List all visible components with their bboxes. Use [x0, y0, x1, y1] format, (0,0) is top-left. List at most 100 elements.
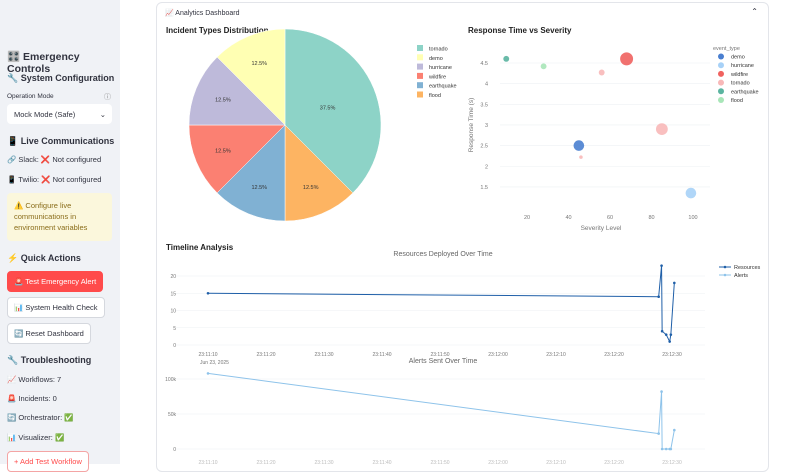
legend-title: event_type [713, 46, 740, 52]
legend-label-tornado: tornado [731, 81, 750, 87]
x-tick-label: 80 [648, 215, 654, 221]
expander-title[interactable]: 📈 Analytics Dashboard [165, 10, 240, 17]
legend-marker-wildfire [718, 70, 724, 77]
x-tick-label: 100 [688, 215, 697, 221]
legend-label-hurricane: hurricane [429, 65, 452, 71]
pie-slice-earthquake [216, 124, 286, 222]
x-tick-label: 23:11:20 [256, 352, 275, 358]
y-tick-label: 3.5 [480, 102, 488, 108]
y-tick-label: 1.5 [480, 185, 488, 191]
live-header: 📱 Live Communications [7, 136, 115, 146]
x-tick-label: 23:11:50 [430, 352, 449, 358]
x-tick-label: 23:12:20 [604, 460, 624, 464]
legend-swatch-earthquake [417, 82, 423, 89]
pie-slice-tornado [284, 28, 382, 194]
legend-marker-hurricane [718, 62, 724, 69]
line-title: Alerts Sent Over Time [409, 358, 478, 365]
troubleshooting-header: 🔧 Troubleshooting [7, 355, 92, 365]
sidebar-title: 🎛️ Emergency Controls [7, 51, 80, 75]
x-tick-label: 23:11:30 [314, 460, 333, 464]
x-tick-label: 60 [607, 215, 613, 221]
alerts-point [669, 447, 673, 451]
help-icon[interactable]: ⓘ [104, 94, 111, 101]
x-tick-label: 23:12:30 [662, 352, 682, 358]
legend-label-earthquake: earthquake [429, 84, 457, 90]
scatter-title: Response Time vs Severity [468, 26, 572, 35]
pie-slice-demo [216, 28, 286, 126]
pie-slice-flood [284, 124, 354, 222]
alerts-point [660, 447, 664, 451]
twilio-status: 📱 Twilio: ❌ Not configured [7, 175, 102, 184]
x-tick-label: 23:12:20 [604, 352, 624, 358]
y-tick-label: 100k [165, 377, 176, 383]
alerts-point [206, 372, 210, 375]
scatter-point-tornado [579, 155, 583, 159]
resources-point [668, 340, 671, 343]
legend-label-demo: demo [731, 55, 745, 61]
alerts-line [207, 372, 675, 450]
test-alert-button[interactable]: 🚨 Test Emergency Alert [7, 271, 104, 292]
pie-title: Incident Types Distribution [166, 26, 269, 35]
y-tick-label: 2 [485, 164, 488, 170]
x-tick-label: 23:11:10 [198, 352, 217, 358]
op-mode-value: Mock Mode (Safe) [14, 110, 76, 119]
y-tick-label: 0 [173, 447, 176, 453]
health-check-button[interactable]: 📊 System Health Check [7, 297, 105, 318]
legend-marker-Resources [723, 265, 727, 269]
chevron-down-icon: ⌄ [99, 110, 106, 119]
warning-box: ⚠️ Configure live communications in envi… [7, 193, 112, 241]
pie-slice-hurricane [188, 56, 286, 126]
x-tick-label: 23:12:00 [488, 460, 508, 464]
resources-point [657, 295, 660, 299]
pie-label: 12.5% [215, 97, 231, 103]
op-mode-label: Operation Mode [7, 93, 54, 100]
section-title: Timeline Analysis [166, 243, 234, 252]
legend-swatch-tornado [417, 45, 423, 51]
x-tick-label: 40 [565, 215, 571, 221]
x-tick-label: 23:11:50 [430, 460, 449, 464]
legend-swatch-hurricane [417, 63, 423, 70]
x-tick-label: 20 [524, 215, 530, 221]
alerts-point [664, 447, 668, 451]
pie-label: 12.5% [251, 61, 267, 67]
legend-label-tornado: tornado [429, 47, 448, 53]
x-tick-label: 23:12:10 [546, 352, 566, 358]
x-tick-label: 23:11:40 [372, 352, 391, 358]
resources-point [206, 291, 210, 295]
scatter-point-tornado [598, 69, 605, 76]
pie-slice-wildfire [188, 124, 286, 194]
pie-label: 12.5% [215, 149, 231, 155]
resources-point [660, 329, 664, 333]
legend-label-Alerts: Alerts [734, 273, 748, 279]
y-axis-label: Response Time (s) [468, 98, 475, 153]
pie-label: 37.5% [320, 105, 336, 111]
slack-status: 🔗 Slack: ❌ Not configured [7, 155, 102, 164]
legend-label-wildfire: wildfire [428, 74, 446, 80]
legend-label-earthquake: earthquake [731, 89, 759, 95]
visualizer-status: 📊 Visualizer: ✅ [7, 433, 65, 442]
y-tick-label: 0 [173, 343, 176, 349]
op-mode-select[interactable]: Mock Mode (Safe) ⌄ [7, 104, 112, 124]
legend-label-flood: flood [429, 93, 441, 99]
scatter-point-tornado [655, 123, 668, 135]
legend-swatch-wildfire [417, 72, 423, 79]
scatter-point-demo [573, 140, 585, 151]
scatter-point-hurricane [685, 187, 697, 199]
legend-label-hurricane: hurricane [731, 63, 754, 69]
x-tick-label: 23:11:30 [314, 352, 333, 358]
reset-dashboard-button[interactable]: 🔄 Reset Dashboard [7, 323, 91, 344]
legend-label-demo: demo [429, 56, 443, 62]
legend-label-Resources: Resources [734, 265, 761, 271]
legend-marker-earthquake [718, 88, 724, 95]
legend-swatch-demo [417, 54, 423, 61]
x-tick-sublabel: Jun 23, 2025 [200, 360, 229, 366]
y-tick-label: 2.5 [480, 144, 488, 150]
scatter-point-earthquake [503, 55, 510, 62]
x-tick-label: 23:12:30 [662, 460, 682, 464]
pie-label: 12.5% [303, 185, 319, 191]
x-tick-label: 23:12:10 [546, 460, 566, 464]
chevron-up-icon[interactable]: ⌃ [751, 7, 758, 16]
y-tick-label: 5 [173, 326, 176, 332]
legend-marker-demo [718, 53, 724, 60]
